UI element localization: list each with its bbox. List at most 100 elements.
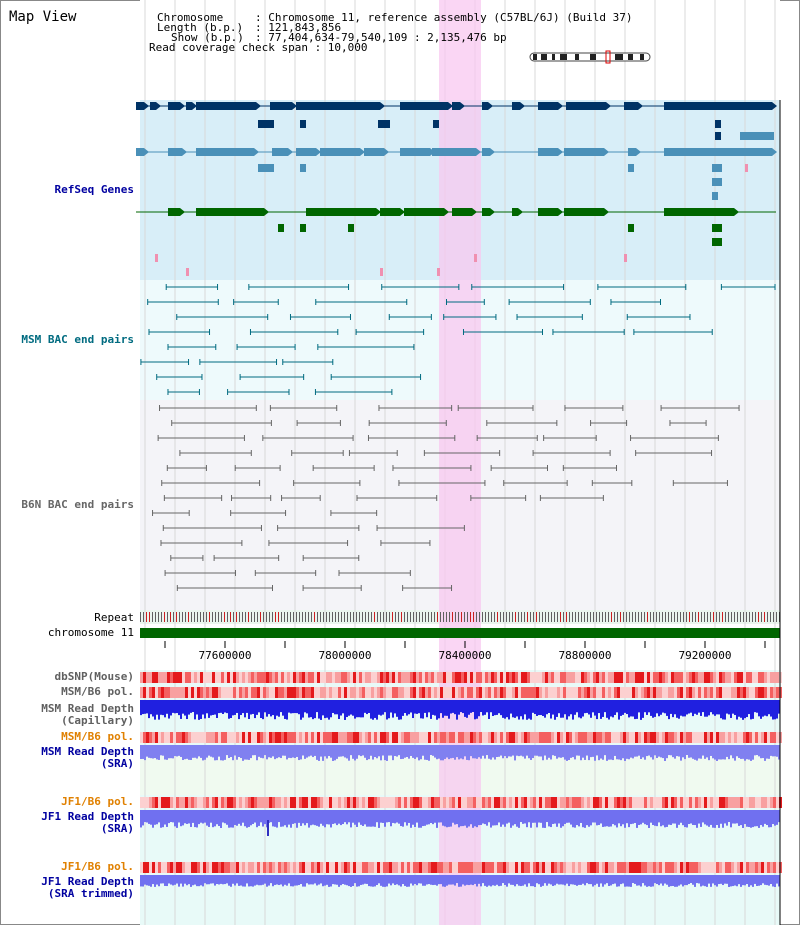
dbsnp-cell bbox=[416, 672, 419, 683]
show-key: Show (b.p.) bbox=[171, 31, 244, 44]
track-label-msm-depth-capillary[interactable]: MSM Read Depth bbox=[41, 702, 134, 715]
msm-depth-sra-bar bbox=[258, 745, 260, 757]
jf1-depth-sra-bar bbox=[750, 810, 752, 828]
dbsnp-cell bbox=[572, 672, 575, 683]
track-label-msm-bac[interactable]: MSM BAC end pairs bbox=[21, 333, 134, 346]
repeat-mark bbox=[725, 612, 726, 622]
repeat-mark bbox=[560, 612, 561, 622]
msm-depth-sra-bar bbox=[578, 745, 580, 756]
msm-pol2-cell bbox=[140, 732, 143, 743]
jf1-depth-sra-bar bbox=[298, 810, 300, 823]
jf1-depth-trim-bar bbox=[200, 875, 202, 886]
msm-pol2-cell bbox=[482, 732, 485, 743]
track-label-repeat[interactable]: Repeat bbox=[94, 611, 134, 624]
msm-pol-cell bbox=[365, 687, 368, 698]
gene-exon bbox=[482, 148, 490, 156]
jf1-pol-cell bbox=[683, 797, 686, 808]
gene-exon bbox=[296, 102, 380, 110]
msm-depth-sra-bar bbox=[458, 745, 460, 760]
jf1-depth-trim-bar bbox=[528, 875, 530, 884]
jf1-depth-sra-bar bbox=[322, 810, 324, 826]
jf1-depth-sra-bar bbox=[412, 810, 414, 825]
msm-depth-cap-bar bbox=[642, 700, 644, 718]
jf1-pol2-cell bbox=[557, 862, 560, 873]
msm-pol-cell bbox=[605, 687, 608, 698]
jf1-pol2-cell bbox=[212, 862, 215, 873]
msm-depth-cap-bar bbox=[452, 700, 454, 713]
msm-pol2-cell bbox=[428, 732, 431, 743]
msm-pol2-cell bbox=[497, 732, 500, 743]
track-label-chromosome[interactable]: chromosome 11 bbox=[47, 626, 134, 639]
track-label-jf1-depth-trim-sub: (SRA trimmed) bbox=[47, 887, 134, 900]
msm-pol2-cell bbox=[248, 732, 251, 743]
track-label-jf1-b6-pol-2[interactable]: JF1/B6 pol. bbox=[61, 860, 134, 873]
track-label-refseq[interactable]: RefSeq Genes bbox=[54, 183, 134, 196]
jf1-depth-trim-bar bbox=[522, 875, 524, 886]
msm-depth-cap-bar bbox=[320, 700, 322, 720]
msm-depth-cap-bar bbox=[696, 700, 698, 715]
jf1-depth-trim-bar bbox=[564, 875, 566, 886]
gene-marker bbox=[155, 254, 158, 262]
msm-pol-cell bbox=[140, 687, 143, 698]
msm-depth-cap-bar bbox=[630, 700, 632, 717]
msm-depth-cap-bar bbox=[522, 700, 524, 720]
jf1-pol-cell bbox=[227, 797, 230, 808]
msm-depth-cap-bar bbox=[484, 700, 486, 715]
jf1-depth-trim-bar bbox=[230, 875, 232, 887]
msm-depth-cap-bar bbox=[406, 700, 408, 716]
jf1-pol-cell bbox=[293, 797, 296, 808]
gene-exon bbox=[538, 102, 558, 110]
msm-pol2-cell bbox=[374, 732, 377, 743]
msm-pol-cell bbox=[629, 687, 632, 698]
dbsnp-cell bbox=[278, 672, 281, 683]
jf1-pol-cell bbox=[572, 797, 575, 808]
msm-depth-sra-bar bbox=[766, 745, 768, 759]
jf1-pol2-cell bbox=[659, 862, 662, 873]
gene-fragment bbox=[712, 178, 722, 186]
msm-pol-cell bbox=[695, 687, 698, 698]
msm-depth-sra-bar bbox=[298, 745, 300, 761]
track-label-b6n-bac[interactable]: B6N BAC end pairs bbox=[21, 498, 134, 511]
dbsnp-cell bbox=[500, 672, 503, 683]
msm-depth-sra-bar bbox=[652, 745, 654, 760]
jf1-pol2-cell bbox=[524, 862, 527, 873]
msm-depth-cap-bar bbox=[776, 700, 778, 719]
dbsnp-cell bbox=[365, 672, 368, 683]
jf1-pol2-cell bbox=[419, 862, 422, 873]
repeat-mark bbox=[740, 612, 741, 622]
track-label-msm-depth-sra[interactable]: MSM Read Depth bbox=[41, 745, 134, 758]
repeat-mark bbox=[545, 612, 546, 622]
repeat-mark bbox=[173, 612, 174, 622]
track-label-msm-b6-pol[interactable]: MSM/B6 pol. bbox=[61, 685, 134, 698]
dbsnp-cell bbox=[692, 672, 695, 683]
track-label-jf1-depth-trim[interactable]: JF1 Read Depth bbox=[41, 875, 134, 888]
track-label-dbsnp[interactable]: dbSNP(Mouse) bbox=[54, 670, 134, 683]
msm-depth-cap-bar bbox=[284, 700, 286, 719]
msm-depth-sra-bar bbox=[284, 745, 286, 756]
msm-depth-cap-bar bbox=[322, 700, 324, 716]
jf1-depth-trim-bar bbox=[456, 875, 458, 884]
jf1-depth-sra-bar bbox=[622, 810, 624, 825]
jf1-depth-trim-bar bbox=[260, 875, 262, 886]
msm-depth-cap-bar bbox=[266, 700, 268, 717]
msm-pol2-cell bbox=[557, 732, 560, 743]
jf1-pol2-cell bbox=[476, 862, 479, 873]
jf1-depth-trim-bar bbox=[556, 875, 558, 884]
track-label-msm-b6-pol-2[interactable]: MSM/B6 pol. bbox=[61, 730, 134, 743]
jf1-depth-trim-bar bbox=[310, 875, 312, 885]
track-label-jf1-depth-sra[interactable]: JF1 Read Depth bbox=[41, 810, 134, 823]
msm-depth-sra-bar bbox=[316, 745, 318, 760]
track-label-jf1-b6-pol[interactable]: JF1/B6 pol. bbox=[61, 795, 134, 808]
repeat-mark bbox=[626, 612, 627, 622]
jf1-depth-sra-bar bbox=[410, 810, 412, 828]
jf1-depth-trim-bar bbox=[344, 875, 346, 885]
jf1-pol2-cell bbox=[749, 862, 752, 873]
jf1-depth-trim-bar bbox=[542, 875, 544, 886]
jf1-depth-sra-bar bbox=[536, 810, 538, 828]
dbsnp-cell bbox=[512, 672, 515, 683]
msm-depth-sra-bar bbox=[232, 745, 234, 761]
msm-depth-sra-bar bbox=[170, 745, 172, 759]
jf1-depth-sra-bar bbox=[196, 810, 198, 828]
jf1-depth-trim-bar bbox=[480, 875, 482, 887]
